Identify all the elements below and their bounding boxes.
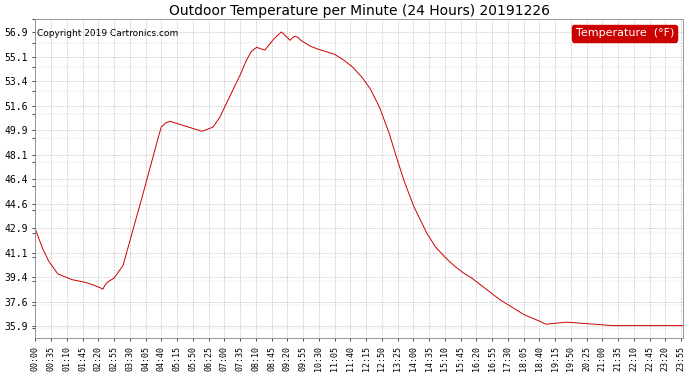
Temperature  (°F) [31,227,39,231]
Temperature  (°F) [602,323,611,327]
Temperature  (°F) [175,122,184,126]
Temperature  (°F) [248,49,256,53]
Temperature  (°F) [545,322,553,326]
Temperature  (°F) [460,272,469,276]
Temperature  (°F) [679,323,687,328]
Title: Outdoor Temperature per Minute (24 Hours) 20191226: Outdoor Temperature per Minute (24 Hours… [168,4,549,18]
Text: Copyright 2019 Cartronics.com: Copyright 2019 Cartronics.com [37,29,178,38]
Temperature  (°F) [607,323,615,328]
Temperature  (°F) [277,30,286,34]
Temperature  (°F) [159,123,168,127]
Legend: Temperature  (°F): Temperature (°F) [572,25,678,42]
Line: Temperature  (°F): Temperature (°F) [35,32,683,326]
